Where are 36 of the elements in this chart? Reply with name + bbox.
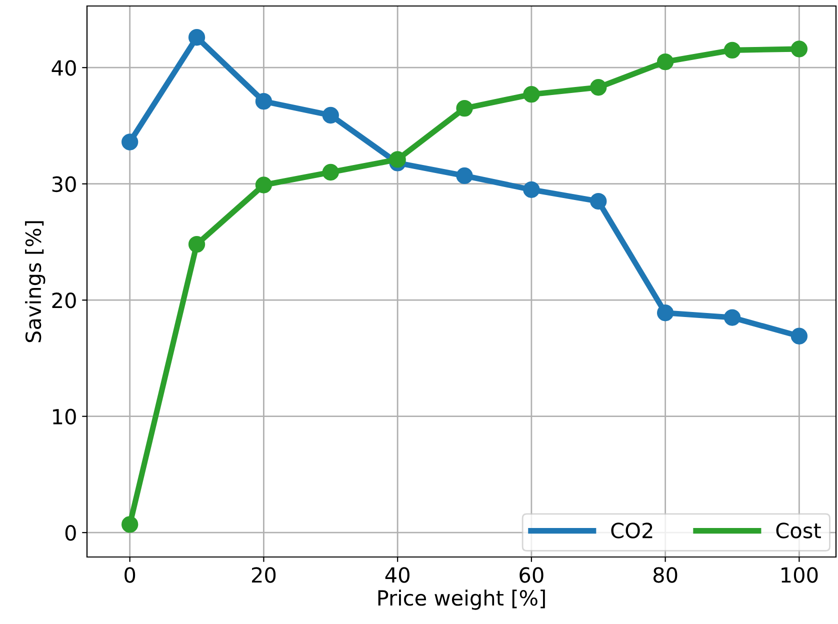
point xyxy=(656,53,674,70)
point xyxy=(724,42,741,59)
x-tick-label: 20 xyxy=(252,567,276,583)
y-tick-label: 40 xyxy=(52,60,76,76)
point xyxy=(790,328,808,344)
x-tick-label: 0 xyxy=(124,567,136,583)
x-axis-title: Price weight [%] xyxy=(378,590,545,610)
legend-label: Cost xyxy=(776,522,821,538)
point xyxy=(456,167,473,184)
x-tick-label: 80 xyxy=(653,567,678,583)
point xyxy=(523,181,540,198)
point xyxy=(322,106,339,124)
point xyxy=(590,192,607,210)
x-tick-label: 100 xyxy=(782,567,818,583)
point xyxy=(389,151,406,168)
point xyxy=(322,164,339,181)
point xyxy=(590,79,607,96)
point xyxy=(790,40,808,58)
point xyxy=(523,86,540,103)
y-tick-label: 20 xyxy=(52,292,76,308)
point xyxy=(188,29,206,46)
point xyxy=(255,92,272,110)
x-tick-label: 40 xyxy=(385,567,410,583)
point xyxy=(255,176,272,194)
y-tick-label: 10 xyxy=(53,408,76,425)
point xyxy=(188,236,206,253)
x-tick-label: 60 xyxy=(520,567,544,583)
legend-label: CO2 xyxy=(611,522,652,538)
point xyxy=(656,304,674,322)
point xyxy=(122,516,138,533)
point xyxy=(456,100,473,117)
point xyxy=(724,309,741,326)
y-tick-label: 30 xyxy=(52,176,76,192)
point xyxy=(122,134,138,150)
y-axis-title: Savings [%] xyxy=(25,221,46,342)
y-tick-label: 0 xyxy=(65,525,76,541)
